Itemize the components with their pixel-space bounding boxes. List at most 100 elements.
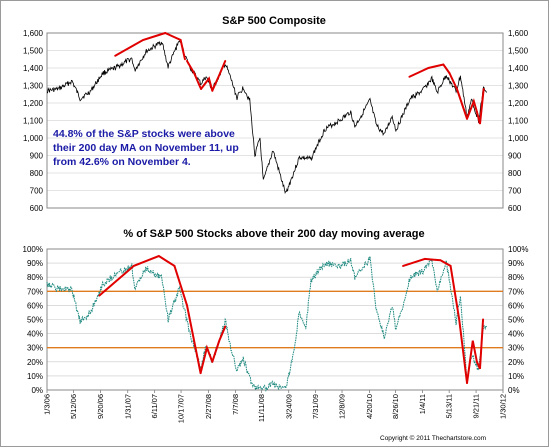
bottom-chart-trend-arc	[199, 344, 214, 375]
bottom-chart-y-axis-right: 0% 10% 20% 30% 40% 50% 60% 70% 80% 90% 100%	[508, 245, 528, 395]
bottom-chart-trend-arc	[173, 264, 202, 375]
top-chart-y-tick-left: 700	[30, 187, 44, 196]
top-chart-trend-arc	[408, 63, 451, 78]
sp500-price-line	[46, 39, 487, 195]
x-tick-label: 9/20/06	[96, 394, 105, 419]
top-chart-trend-arcs	[114, 31, 485, 125]
top-chart-title: S&P 500 Composite	[222, 15, 326, 27]
bottom-chart-y-tick-left: 30%	[27, 344, 43, 353]
x-tick-label: 7/31/09	[311, 394, 320, 419]
bottom-chart-y-tick-left: 10%	[27, 372, 43, 381]
bottom-chart-y-tick-left: 40%	[27, 330, 43, 339]
bottom-chart-y-tick-right: 20%	[508, 358, 524, 367]
bottom-chart-grid	[47, 248, 503, 391]
top-chart-y-tick-left: 1,300	[23, 82, 44, 91]
annotation-line-2: their 200 day MA on November 11, up	[53, 142, 239, 154]
bottom-chart-trend-arc	[402, 257, 452, 267]
top-chart-trend-arc	[186, 60, 202, 90]
bottom-chart-reference-lines	[47, 290, 503, 349]
bottom-chart-y-tick-right: 80%	[508, 273, 524, 282]
bottom-chart-series	[46, 256, 488, 392]
bottom-chart-trend-arc	[98, 254, 176, 297]
bottom-chart-title: % of S&P 500 Stocks above their 200 day …	[123, 228, 424, 240]
x-tick-label: 1/3/06	[43, 394, 52, 415]
top-chart-annotation: 44.8% of the S&P stocks were above their…	[53, 128, 239, 168]
bottom-chart-x-axis: 1/3/06 5/12/06 9/20/06 1/31/07 6/11/07 10/17/…	[43, 390, 508, 423]
top-chart-series	[46, 39, 487, 195]
x-tick-label: 7/7/08	[231, 394, 240, 415]
top-chart-y-axis-right: 600 700 800 900 1,000 1,100 1,200 1,300 1,400 1,5…	[508, 29, 529, 213]
x-tick-label: 5/13/11	[445, 394, 454, 418]
bottom-chart-y-tick-left: 20%	[27, 358, 43, 367]
bottom-chart-y-tick-left: 80%	[27, 273, 43, 282]
bottom-chart-y-tick-right: 0%	[508, 386, 520, 395]
top-chart-y-tick-left: 1,100	[23, 117, 44, 126]
x-tick-label: 11/11/08	[257, 394, 266, 422]
top-chart-trend-arc	[448, 72, 469, 120]
bottom-chart-y-tick-right: 100%	[508, 245, 528, 254]
x-tick-label: 10/17/07	[177, 394, 186, 423]
x-tick-label: 5/12/06	[69, 394, 78, 419]
bottom-chart-y-tick-left: 100%	[23, 245, 43, 254]
bottom-chart-y-tick-right: 30%	[508, 344, 524, 353]
x-tick-label: 1/4/11	[418, 394, 427, 414]
top-chart-grid	[47, 32, 503, 209]
breadth-percent-line	[46, 256, 488, 392]
bottom-chart-y-tick-right: 10%	[508, 372, 524, 381]
annotation-line-3: from 42.6% on November 4.	[53, 156, 191, 168]
bottom-chart-trend-arcs	[98, 254, 485, 384]
copyright-text: Copyright © 2011 Thechartstore.com	[380, 434, 486, 442]
top-chart-y-tick-right: 1,100	[508, 117, 529, 126]
bottom-chart-y-tick-left: 70%	[27, 287, 43, 296]
top-chart-y-tick-right: 1,600	[508, 29, 529, 38]
top-chart-y-tick-right: 800	[508, 169, 522, 178]
top-chart-y-tick-left: 1,600	[23, 29, 44, 38]
top-chart-y-tick-right: 900	[508, 152, 522, 161]
x-tick-label: 12/8/09	[338, 394, 347, 419]
bottom-chart-y-tick-left: 50%	[27, 316, 43, 325]
x-tick-label: 2/27/08	[204, 394, 213, 419]
bottom-chart-y-tick-right: 50%	[508, 316, 524, 325]
top-chart-y-tick-left: 900	[30, 152, 44, 161]
top-chart-y-tick-right: 1,000	[508, 134, 529, 143]
top-chart-trend-arc	[466, 98, 478, 120]
top-chart-y-tick-right: 1,300	[508, 82, 529, 91]
top-chart-y-tick-left: 1,200	[23, 99, 44, 108]
bottom-chart-y-axis-left: 0% 10% 20% 30% 40% 50% 60% 70% 80% 90% 100%	[23, 245, 43, 395]
bottom-chart-trend-arc	[211, 325, 227, 363]
x-tick-label: 9/21/11	[472, 394, 481, 418]
top-chart-y-tick-right: 600	[508, 204, 522, 213]
bottom-chart-y-tick-left: 90%	[27, 259, 43, 268]
top-chart-y-tick-left: 1,400	[23, 64, 44, 73]
top-chart-plot-area	[46, 32, 504, 209]
top-chart-y-tick-right: 1,200	[508, 99, 529, 108]
top-chart-trend-arc	[114, 31, 186, 61]
bottom-chart-y-tick-right: 90%	[508, 259, 524, 268]
bottom-chart-y-tick-left: 0%	[31, 386, 43, 395]
top-chart-y-tick-right: 1,400	[508, 64, 529, 73]
bottom-chart-y-tick-right: 70%	[508, 287, 524, 296]
x-tick-label: 3/24/09	[284, 394, 293, 419]
top-chart-trend-arc	[199, 76, 214, 92]
bottom-chart-trend-arc	[475, 318, 485, 370]
annotation-line-1: 44.8% of the S&P stocks were above	[53, 128, 235, 140]
top-chart-trend-arc	[475, 88, 485, 125]
bottom-chart-trend-arc	[466, 340, 478, 384]
bottom-chart-trend-arc	[449, 264, 469, 384]
top-chart-y-tick-right: 700	[508, 187, 522, 196]
top-chart-y-tick-left: 600	[30, 204, 44, 213]
x-tick-label: 1/30/12	[499, 394, 508, 419]
bottom-chart-plot-area	[46, 248, 504, 391]
top-chart-y-tick-left: 1,500	[23, 47, 44, 56]
x-tick-label: 1/31/07	[123, 394, 132, 419]
top-chart-y-axis-left: 600 700 800 900 1,000 1,100 1,200 1,300 1,400 1,5…	[23, 29, 44, 213]
top-chart-y-tick-right: 1,500	[508, 47, 529, 56]
bottom-chart-y-tick-right: 40%	[508, 330, 524, 339]
top-chart-y-tick-left: 1,000	[23, 134, 44, 143]
x-tick-label: 4/20/10	[365, 394, 374, 419]
bottom-chart-y-tick-right: 60%	[508, 301, 524, 310]
x-tick-label: 6/11/07	[150, 394, 159, 418]
top-chart-y-tick-left: 800	[30, 169, 44, 178]
